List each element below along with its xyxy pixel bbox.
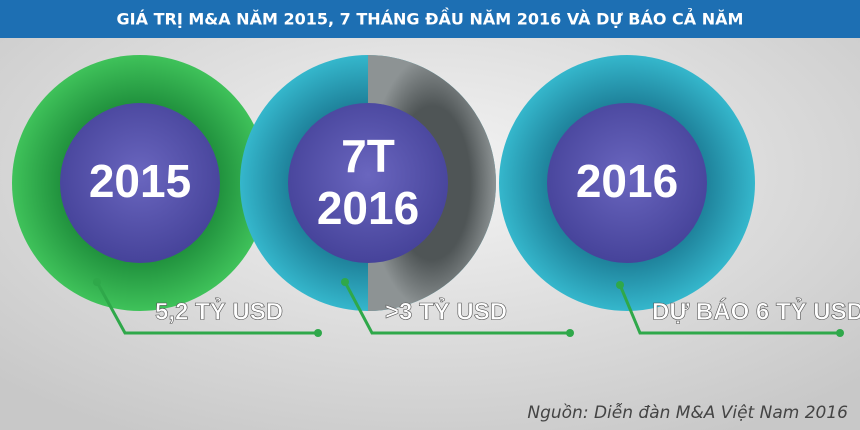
circle-label: 7T	[341, 130, 395, 182]
title: GIÁ TRỊ M&A NĂM 2015, 7 THÁNG ĐẦU NĂM 20…	[117, 8, 744, 29]
inner-circle	[547, 103, 707, 263]
value-text: DỰ BÁO 6 TỶ USD	[652, 296, 860, 325]
inner-circle	[288, 103, 448, 263]
connector-dots	[93, 278, 844, 337]
connectors	[95, 281, 840, 335]
circle-label: 2016	[576, 155, 678, 207]
circle-label: 2016	[317, 182, 419, 234]
circle-label: 2015	[89, 155, 191, 207]
value-text: 5,2 TỶ USD	[155, 296, 283, 325]
inner-circle	[60, 103, 220, 263]
value-text: >3 TỶ USD	[385, 296, 507, 325]
source: Nguồn: Diễn đàn M&A Việt Nam 2016	[527, 402, 848, 423]
title-bar	[0, 0, 860, 38]
